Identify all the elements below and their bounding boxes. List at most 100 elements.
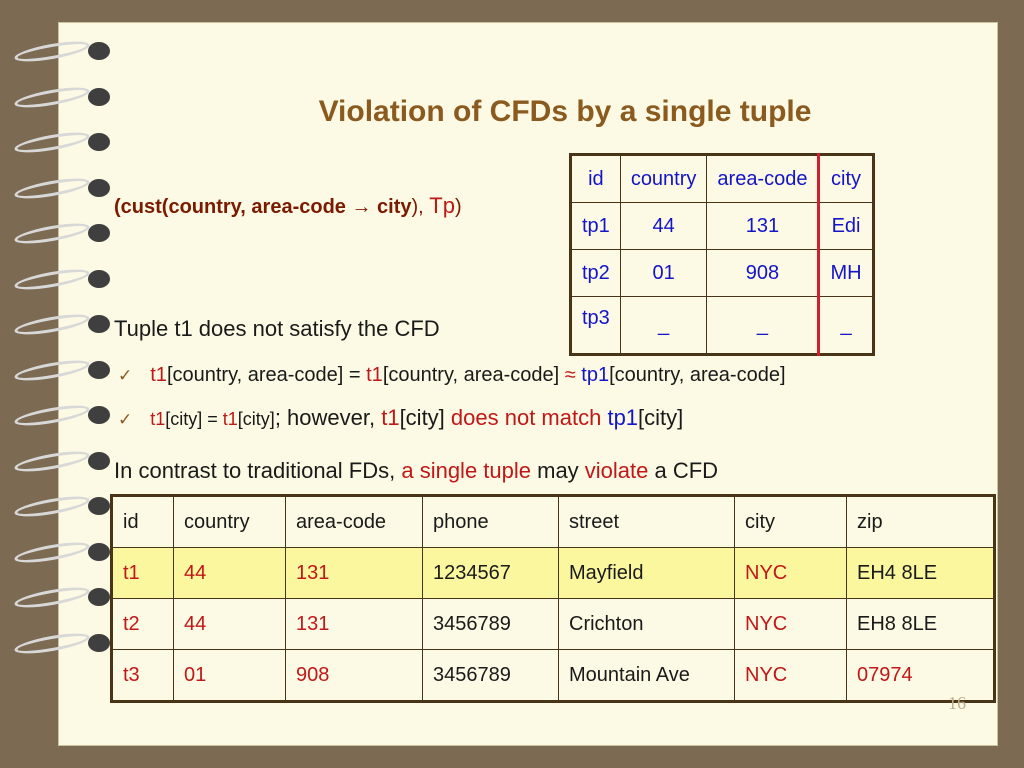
- ring-hole: [88, 633, 110, 652]
- highlight-text: does not match: [450, 405, 602, 430]
- table-cell: t1: [111, 547, 174, 599]
- binding-ring: [13, 128, 110, 157]
- table-cell: 07974: [846, 649, 995, 702]
- binding-ring: [13, 265, 110, 293]
- table-cell: t2: [111, 598, 174, 650]
- tuple-ref: t1: [381, 405, 400, 430]
- table-row: tp3 _ _ _: [570, 296, 874, 355]
- table-row: t2 44 131 3456789 Crichton NYC EH8 8LE: [111, 598, 995, 650]
- slide-title: Violation of CFDs by a single tuple: [318, 95, 812, 128]
- highlight-text: a single tuple: [401, 458, 531, 483]
- bullet-text: [city]: [399, 405, 451, 430]
- ring-loop: [13, 310, 91, 339]
- binding-ring: [13, 219, 110, 248]
- table-header-cell: area-code: [706, 154, 821, 203]
- ring-hole: [88, 224, 110, 242]
- statement-line: Tuple t1 does not satisfy the CFD: [114, 316, 440, 341]
- ring-hole: [88, 542, 110, 561]
- binding-ring: [13, 310, 110, 339]
- table-cell: 3456789: [422, 598, 559, 650]
- bullet-item: ✓ t1[city] = t1[city]; however, t1[city] …: [118, 405, 683, 431]
- table-cell: 44: [173, 547, 286, 599]
- binding-ring: [13, 492, 110, 521]
- table-cell: Edi: [818, 202, 874, 250]
- ring-loop: [13, 219, 91, 248]
- ring-hole: [88, 588, 110, 606]
- table-row: t1 44 131 1234567 Mayfield NYC EH4 8LE: [111, 547, 995, 599]
- arrow-icon: →: [351, 196, 372, 218]
- ring-loop: [13, 583, 91, 612]
- table-header-cell: id: [570, 154, 621, 203]
- table-row: t3 01 908 3456789 Mountain Ave NYC 07974: [111, 649, 995, 702]
- ring-loop: [13, 629, 91, 657]
- table-row: tp1 44 131 Edi: [570, 202, 874, 250]
- ring-loop: [13, 128, 91, 157]
- table-cell: 3456789: [422, 649, 559, 702]
- ring-loop: [13, 265, 91, 293]
- table-cell: 131: [285, 598, 423, 650]
- binding-ring: [13, 538, 110, 566]
- pattern-ref: tp1: [601, 405, 639, 430]
- contrast-line: In contrast to traditional FDs, a single…: [114, 458, 718, 484]
- table-cell: t3: [111, 649, 174, 702]
- binding-ring: [13, 174, 110, 202]
- table-cell: EH4 8LE: [846, 547, 995, 599]
- cfd-tp: Tp: [429, 193, 455, 218]
- cust-table: id country area-code phone street city z…: [110, 494, 996, 703]
- cfd-city: city: [371, 196, 412, 218]
- contrast-text: may: [531, 458, 585, 483]
- table-cell: 131: [706, 202, 821, 250]
- ring-hole: [88, 269, 110, 288]
- page-number: 16: [948, 693, 966, 713]
- table-cell: EH8 8LE: [846, 598, 995, 650]
- table-cell: Mountain Ave: [558, 649, 735, 702]
- bullet-text: ; however,: [274, 405, 382, 430]
- table-cell: NYC: [734, 598, 847, 650]
- table-cell: _: [706, 296, 821, 355]
- table-cell: MH: [818, 249, 874, 297]
- tuple-ref: t1: [366, 364, 383, 386]
- binding-ring: [13, 37, 110, 66]
- table-header-cell: city: [818, 154, 874, 203]
- table-cell: 01: [173, 649, 286, 702]
- bullet-item: ✓ t1[country, area-code] = t1[country, ar…: [118, 364, 786, 387]
- table-header-cell: phone: [422, 495, 559, 548]
- checkmark-icon: ✓: [118, 410, 133, 429]
- cfd-definition: (cust(country, area-code → city), Tp): [114, 193, 462, 219]
- ring-hole: [88, 87, 110, 106]
- checkmark-icon: ✓: [118, 366, 133, 385]
- ring-loop: [13, 447, 91, 475]
- table-header-cell: id: [111, 495, 174, 548]
- ring-loop: [13, 492, 91, 521]
- ring-loop: [13, 37, 91, 66]
- table-header-row: id country area-code phone street city z…: [111, 495, 995, 548]
- binding-ring: [13, 356, 110, 384]
- tuple-ref: t1: [150, 364, 167, 386]
- table-cell: _: [818, 296, 874, 355]
- bullet-text: [country, area-code]: [609, 364, 786, 386]
- pattern-ref: tp1: [575, 364, 610, 386]
- table-cell: tp3: [570, 296, 621, 355]
- ring-hole: [88, 42, 110, 60]
- binding-ring: [13, 401, 110, 430]
- table-cell: 44: [619, 202, 708, 250]
- ring-hole: [88, 451, 110, 470]
- contrast-text: a CFD: [648, 458, 719, 483]
- table-header-cell: area-code: [285, 495, 423, 548]
- table-cell: 1234567: [422, 547, 559, 599]
- tuple-ref: t1: [150, 409, 166, 429]
- table-cell: Mayfield: [558, 547, 735, 599]
- table-cell: tp1: [570, 202, 621, 250]
- cfd-end: ): [454, 196, 462, 218]
- table-cell: 01: [619, 249, 708, 297]
- table-cell: 908: [285, 649, 423, 702]
- table-header-cell: street: [558, 495, 735, 548]
- contrast-text: In contrast to traditional FDs,: [114, 458, 402, 483]
- table-header-cell: zip: [846, 495, 995, 548]
- binding-ring: [13, 83, 110, 111]
- table-row: tp2 01 908 MH: [570, 249, 874, 297]
- binding-ring: [13, 629, 110, 657]
- bullet-text: [city]: [237, 409, 275, 429]
- ring-hole: [88, 360, 110, 379]
- tuple-ref: t1: [222, 409, 238, 429]
